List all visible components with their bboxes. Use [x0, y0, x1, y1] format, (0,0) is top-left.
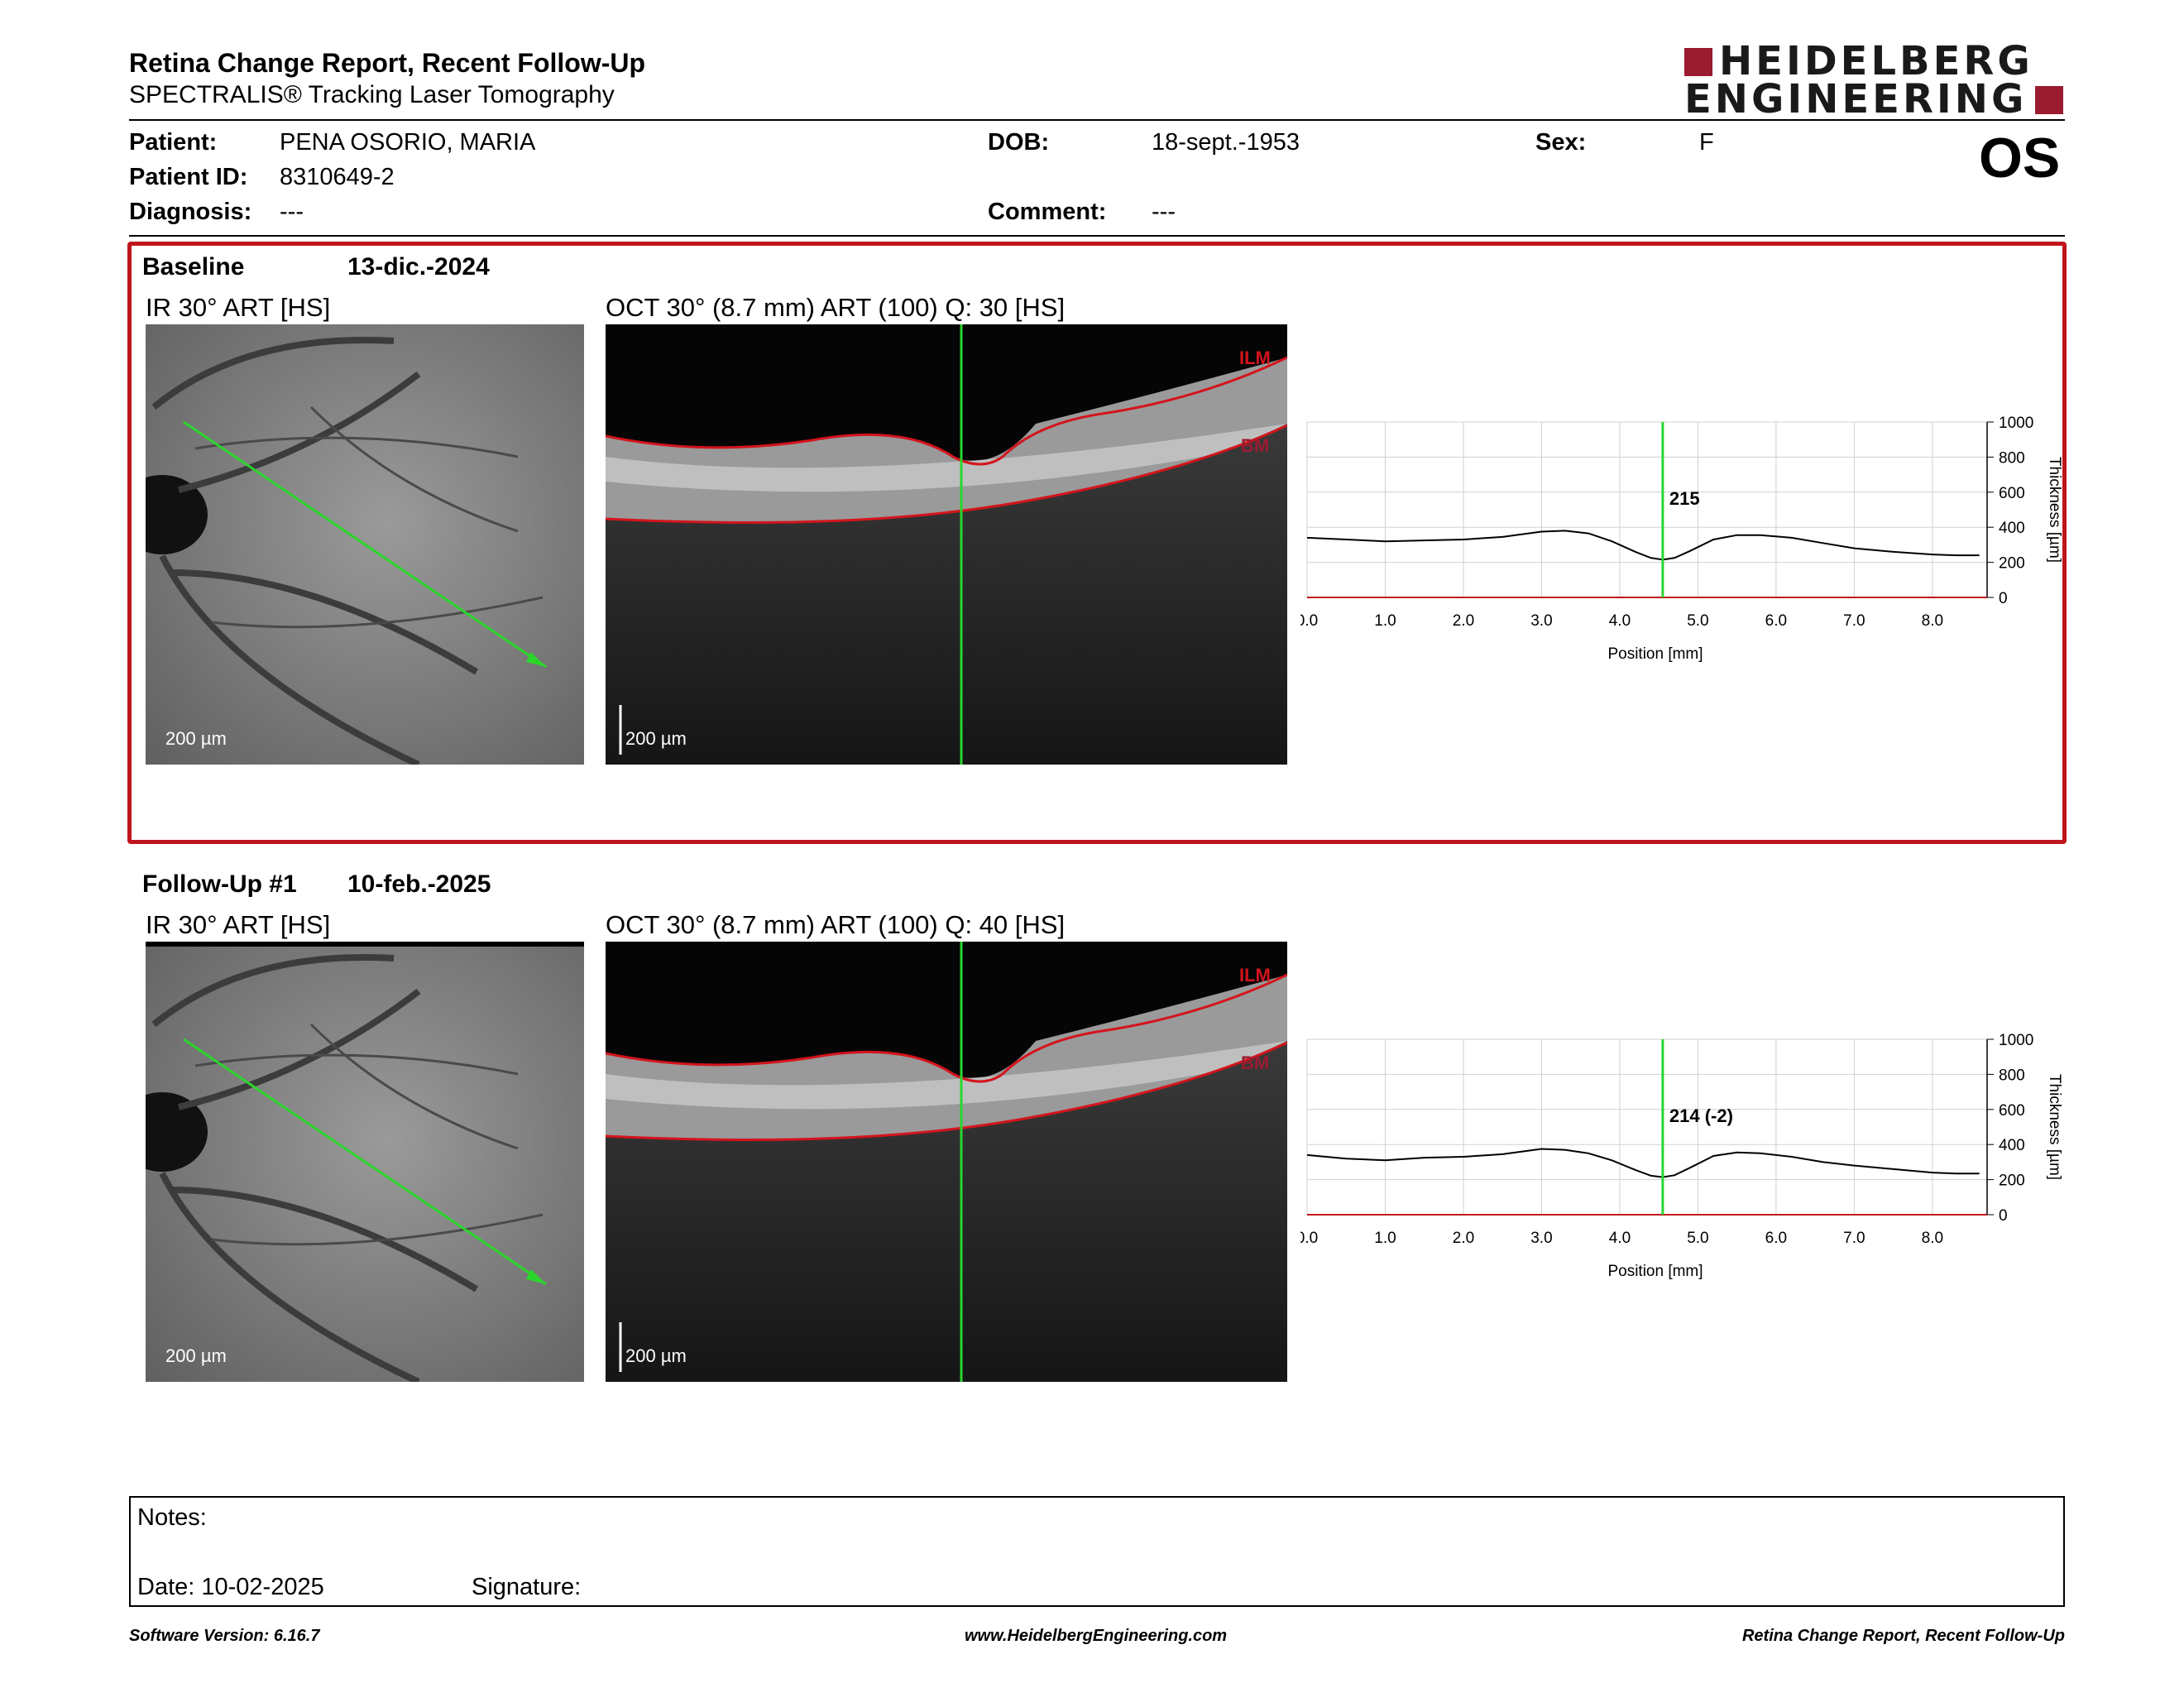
scan-line-arrow	[183, 420, 547, 669]
y-tick-label: 0	[1999, 590, 2008, 607]
baseline-ir-scale: 200 µm	[165, 728, 227, 749]
patient-label: Patient:	[129, 129, 218, 156]
followup-oct-label: OCT 30° (8.7 mm) ART (100) Q: 40 [HS]	[606, 910, 1066, 939]
x-tick-label: 6.0	[1765, 1230, 1787, 1247]
baseline-oct-image: ILM BM 200 µm	[606, 324, 1287, 765]
x-tick-label: 3.0	[1530, 1230, 1552, 1247]
x-tick-label: 3.0	[1530, 612, 1552, 630]
x-tick-label: 7.0	[1843, 612, 1865, 630]
x-tick-label: 5.0	[1687, 612, 1708, 630]
followup-oct-scale: 200 µm	[625, 1345, 687, 1366]
x-tick-label: 4.0	[1609, 1230, 1631, 1247]
x-tick-label: 6.0	[1765, 612, 1787, 630]
followup-ilm-label: ILM	[1239, 965, 1271, 985]
x-axis-label: Position [mm]	[1607, 645, 1703, 663]
logo-line1: HEIDELBERG	[1719, 38, 2033, 84]
baseline-ir-label: IR 30° ART [HS]	[146, 293, 331, 322]
marker-value-label: 215	[1669, 488, 1700, 509]
y-tick-label: 600	[1999, 1102, 2025, 1120]
thickness-line	[1306, 1148, 1980, 1178]
baseline-oct-scale: 200 µm	[625, 728, 687, 749]
y-axis-label: Thickness [µm]	[2046, 457, 2062, 563]
dob-value: 18-sept.-1953	[1152, 129, 1300, 156]
logo-square-bottom	[2035, 86, 2063, 114]
baseline-thickness-chart: 0 200 400 600 800 1000 0.0 1.0 2.0 3.0 4.0 5.0 6.0 7.…	[1296, 407, 2063, 688]
y-tick-label: 800	[1999, 1067, 2025, 1084]
y-tick-label: 800	[1999, 449, 2025, 467]
baseline-ir-image: 200 µm	[146, 324, 584, 765]
followup-label: Follow-Up #1	[142, 870, 297, 898]
patient-id-label: Patient ID:	[129, 164, 248, 190]
x-tick-label: 1.0	[1374, 1230, 1396, 1247]
dob-label: DOB:	[988, 129, 1050, 156]
baseline-bm-label: BM	[1241, 435, 1270, 456]
marker-value-label: 214 (-2)	[1669, 1105, 1733, 1126]
patient-value: PENA OSORIO, MARIA	[280, 129, 536, 156]
sex-label: Sex:	[1535, 129, 1587, 156]
logo-line2: ENGINEERING	[1684, 76, 2028, 122]
report-subtitle: SPECTRALIS® Tracking Laser Tomography	[129, 81, 615, 108]
y-tick-label: 600	[1999, 485, 2025, 502]
followup-oct-image: ILM BM 200 µm	[606, 942, 1287, 1382]
notes-box[interactable]: Notes: Date: 10-02-2025 Signature:	[129, 1496, 2065, 1607]
baseline-label: Baseline	[142, 253, 245, 281]
diagnosis-value: ---	[280, 199, 304, 225]
followup-date: 10-feb.-2025	[347, 870, 491, 898]
scan-line-arrow	[183, 1038, 547, 1286]
x-tick-label: 0.0	[1300, 612, 1318, 630]
y-tick-label: 0	[1999, 1207, 2008, 1225]
footer-software: Software Version: 6.16.7	[129, 1627, 320, 1645]
x-tick-label: 5.0	[1687, 1230, 1708, 1247]
x-tick-label: 7.0	[1843, 1230, 1865, 1247]
thickness-line	[1306, 530, 1980, 561]
date-label: Date: 10-02-2025	[137, 1574, 324, 1600]
y-tick-label: 200	[1999, 1172, 2025, 1190]
y-tick-label: 1000	[1999, 415, 2033, 432]
x-tick-label: 2.0	[1453, 612, 1474, 630]
logo-square-top	[1684, 48, 1712, 76]
header-divider	[129, 119, 2065, 121]
y-tick-label: 1000	[1999, 1032, 2033, 1049]
diagnosis-label: Diagnosis:	[129, 199, 252, 225]
followup-ir-label: IR 30° ART [HS]	[146, 910, 331, 939]
footer-report: Retina Change Report, Recent Follow-Up	[1741, 1627, 2065, 1645]
footer-website[interactable]: www.HeidelbergEngineering.com	[965, 1627, 1228, 1645]
followup-ir-image: 200 µm	[146, 942, 584, 1382]
followup-thickness-chart: 0 200 400 600 800 1000 0.0 1.0 2.0 3.0 4.0 5.0 6.0 7.…	[1296, 1024, 2063, 1306]
chart-frame	[1306, 421, 1988, 598]
baseline-ilm-label: ILM	[1239, 348, 1271, 368]
report-title: Retina Change Report, Recent Follow-Up	[129, 48, 646, 78]
signature-label: Signature:	[472, 1574, 582, 1600]
comment-label: Comment:	[988, 199, 1107, 225]
y-tick-label: 400	[1999, 520, 2025, 537]
y-tick-label: 400	[1999, 1137, 2025, 1154]
heidelberg-logo: HEIDELBERG ENGINEERING	[1684, 38, 2065, 122]
x-tick-label: 1.0	[1374, 612, 1396, 630]
sex-value: F	[1699, 129, 1714, 156]
x-tick-label: 4.0	[1609, 612, 1631, 630]
x-tick-label: 8.0	[1922, 612, 1943, 630]
x-axis-label: Position [mm]	[1607, 1263, 1703, 1280]
baseline-highlight-box	[127, 242, 2067, 844]
x-tick-label: 0.0	[1300, 1230, 1318, 1247]
x-tick-label: 2.0	[1453, 1230, 1474, 1247]
followup-bm-label: BM	[1241, 1053, 1270, 1073]
patient-id-value: 8310649-2	[280, 164, 395, 190]
comment-value: ---	[1152, 199, 1176, 225]
notes-label: Notes:	[137, 1504, 207, 1531]
y-axis-label: Thickness [µm]	[2046, 1074, 2062, 1180]
eye-indicator: OS	[1979, 127, 2061, 189]
baseline-oct-label: OCT 30° (8.7 mm) ART (100) Q: 30 [HS]	[606, 293, 1066, 322]
chart-svg: 0 200 400 600 800 1000 0.0 1.0 2.0 3.0 4.0 5.0 6.0 7.…	[1296, 415, 2063, 663]
baseline-date: 13-dic.-2024	[347, 253, 490, 281]
chart-svg: 0 200 400 600 800 1000 0.0 1.0 2.0 3.0 4.0 5.0 6.0 7.…	[1296, 1032, 2063, 1280]
patient-divider	[129, 235, 2065, 237]
y-tick-label: 200	[1999, 555, 2025, 573]
x-tick-label: 8.0	[1922, 1230, 1943, 1247]
chart-frame	[1306, 1038, 1988, 1216]
followup-ir-scale: 200 µm	[165, 1345, 227, 1366]
